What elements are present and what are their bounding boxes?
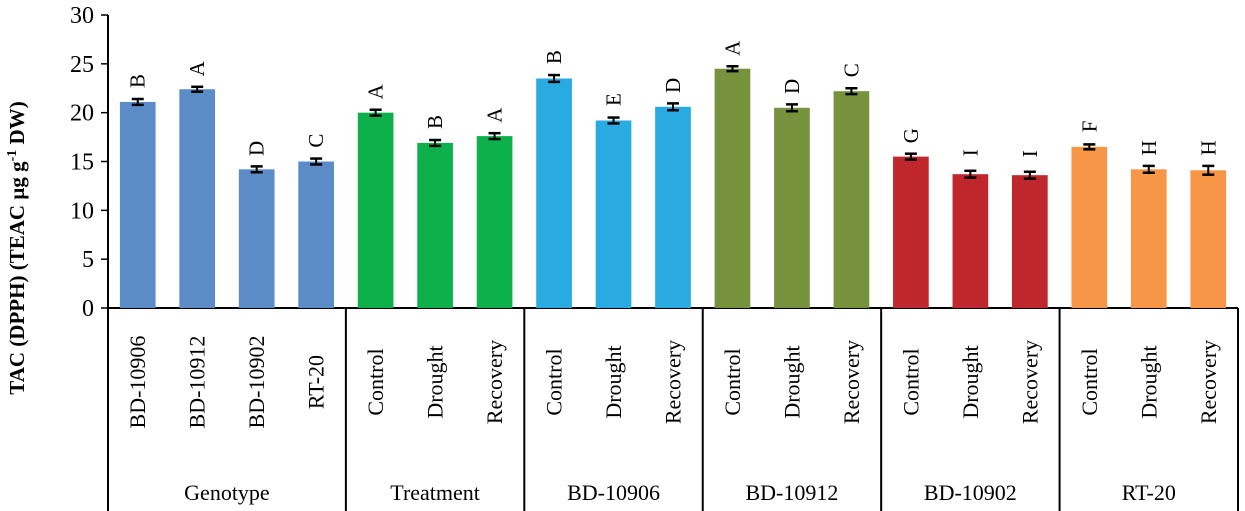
y-tick-label: 10	[70, 198, 94, 224]
x-tick-label: Drought	[423, 345, 448, 418]
bar	[536, 78, 572, 308]
significance-letter: D	[661, 78, 685, 93]
x-tick-label: Drought	[601, 345, 626, 418]
significance-letter: D	[245, 141, 269, 156]
bar	[179, 89, 216, 308]
significance-letter: I	[958, 149, 982, 156]
significance-letter: A	[720, 40, 744, 56]
significance-letter: A	[185, 60, 209, 76]
y-tick-label: 15	[70, 150, 94, 176]
significance-letter: E	[602, 93, 626, 106]
x-tick-label: Drought	[779, 345, 804, 418]
bar	[714, 68, 751, 308]
x-tick-label: Control	[720, 348, 745, 415]
significance-letter: I	[1018, 150, 1042, 157]
significance-letter: H	[1137, 140, 1161, 155]
x-tick-label: Recovery	[839, 340, 864, 424]
significance-letter: A	[364, 83, 388, 99]
group-label: Treatment	[390, 480, 480, 505]
bar	[774, 107, 810, 309]
x-tick-label: Recovery	[1017, 340, 1042, 424]
significance-letter: C	[304, 134, 328, 148]
x-tick-label: Recovery	[661, 340, 686, 424]
x-tick-label: Control	[363, 348, 388, 415]
x-tick-label: Recovery	[1196, 340, 1221, 424]
bar	[1071, 146, 1108, 308]
plot-area: 0 5 10 15 20 25 30 B BD-10906 A BD-10912 D BD-10902 C…	[70, 3, 1239, 511]
significance-letter: B	[423, 115, 447, 129]
y-tick-label: 30	[70, 3, 94, 29]
group-label: BD-10902	[924, 480, 1017, 505]
x-tick-label: Control	[1077, 348, 1102, 415]
x-tick-label: RT-20	[304, 355, 329, 409]
bar	[595, 120, 632, 308]
significance-letter: B	[542, 50, 566, 64]
bar	[119, 101, 156, 308]
bar	[655, 106, 691, 308]
bar	[833, 91, 870, 309]
significance-letter: F	[1077, 121, 1101, 133]
group-label: RT-20	[1122, 480, 1176, 505]
bar	[238, 169, 275, 308]
x-tick-label: Control	[898, 348, 923, 415]
significance-letter: H	[1196, 140, 1220, 155]
group-label: Genotype	[184, 480, 270, 505]
bar	[893, 156, 929, 308]
x-tick-label: Control	[542, 348, 567, 415]
bar	[417, 142, 453, 308]
x-tick-label: Drought	[1136, 345, 1161, 418]
bar	[952, 174, 989, 308]
significance-letter: B	[126, 74, 150, 88]
bar	[357, 112, 394, 309]
bar	[1012, 175, 1048, 308]
group-label: BD-10912	[746, 480, 839, 505]
y-tick-label: 25	[70, 52, 94, 78]
x-tick-label: BD-10906	[125, 336, 150, 429]
bar	[476, 136, 513, 308]
significance-letter: C	[839, 63, 863, 77]
significance-letter: D	[780, 79, 804, 94]
bar	[298, 161, 334, 308]
x-tick-label: BD-10912	[185, 336, 210, 429]
y-tick-label: 20	[70, 101, 94, 127]
x-tick-label: BD-10902	[244, 336, 269, 429]
significance-letter: G	[899, 128, 923, 143]
bar	[1190, 170, 1227, 308]
y-tick-label: 0	[82, 296, 94, 322]
x-tick-label: Recovery	[482, 340, 507, 424]
y-tick-label: 5	[82, 247, 94, 273]
bar	[1130, 169, 1167, 308]
group-label: BD-10906	[567, 480, 660, 505]
significance-letter: A	[483, 107, 507, 123]
y-axis-label: TAC (DPPH) (TEAC µg g-1 DW)	[5, 101, 29, 394]
x-tick-label: Drought	[958, 345, 983, 418]
